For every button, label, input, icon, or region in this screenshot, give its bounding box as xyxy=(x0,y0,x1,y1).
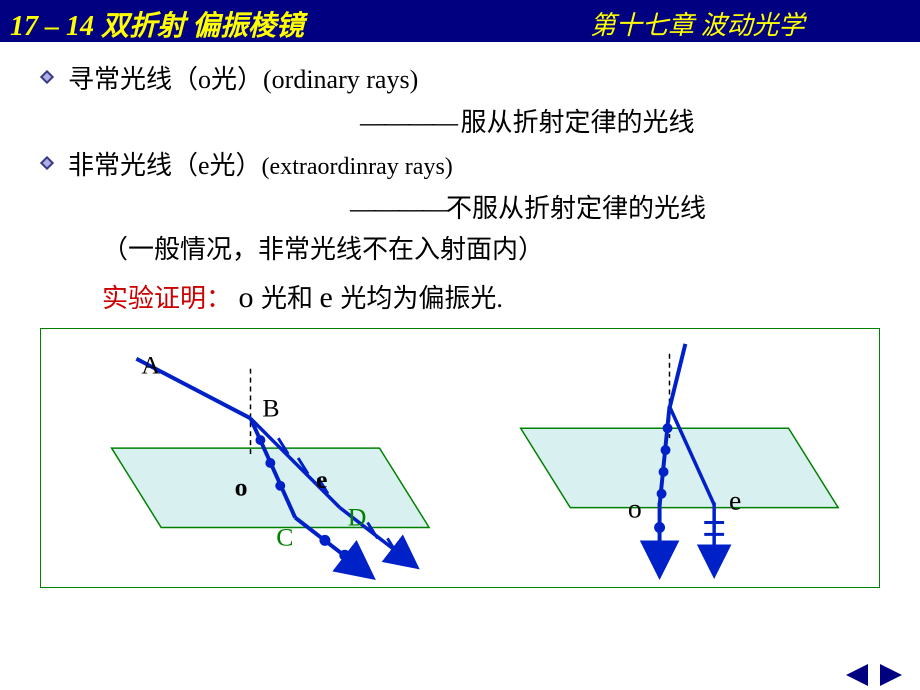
bullet-extraordinary: 非常光线（e光）(extraordinray rays) xyxy=(40,146,890,185)
crystal-shape-right xyxy=(521,428,839,507)
label-C: C xyxy=(276,522,293,551)
diamond-bullet-icon xyxy=(40,70,54,84)
header-right-chapter: 第十七章 波动光学 xyxy=(580,0,920,42)
label-e-right: e xyxy=(729,486,741,517)
extraordinary-cn: 非常光线（e光） xyxy=(68,151,262,180)
proof-t2: 光和 xyxy=(261,284,313,313)
o-dot-r xyxy=(659,467,669,477)
bullet-ordinary: 寻常光线（o光）(ordinary rays) xyxy=(40,60,890,99)
label-o-left: o xyxy=(235,473,248,502)
o-dot-r xyxy=(661,445,671,455)
extraordinary-en: (extraordinray rays) xyxy=(262,154,453,180)
o-dot xyxy=(319,535,330,546)
dash-1: ———— xyxy=(360,108,461,137)
nav-bar xyxy=(842,664,906,686)
slide-content: 寻常光线（o光）(ordinary rays) ———— 服从折射定律的光线 非… xyxy=(0,42,920,320)
proof-o: o xyxy=(239,281,262,314)
label-A: A xyxy=(141,351,160,380)
diamond-bullet-icon xyxy=(40,156,54,170)
ordinary-en: (ordinary rays) xyxy=(263,65,418,94)
o-dot xyxy=(265,458,275,468)
o-dot xyxy=(275,481,285,491)
label-B: B xyxy=(262,393,279,422)
bullet-ordinary-text: 寻常光线（o光）(ordinary rays) xyxy=(68,60,418,99)
header-left-title: 17 – 14 双折射 偏振棱镜 xyxy=(0,0,580,42)
nav-prev-button[interactable] xyxy=(842,664,868,686)
label-o-right: o xyxy=(628,494,642,525)
diagram-container: A B o e C D xyxy=(40,328,880,588)
dash-2: ———— xyxy=(350,194,446,223)
diagram-left: A B o e C D xyxy=(41,329,460,587)
o-dot xyxy=(255,435,265,445)
obeys-line: ———— 服从折射定律的光线 xyxy=(40,103,890,142)
diagram-right: o e xyxy=(460,329,879,587)
incident-ray-right xyxy=(670,344,686,409)
notobeys-line: ————不服从折射定律的光线 xyxy=(40,189,890,228)
diagram-left-svg: A B o e C D xyxy=(41,329,460,587)
ordinary-cn: 寻常光线（o光） xyxy=(68,65,263,94)
notobeys-text: 不服从折射定律的光线 xyxy=(446,194,706,223)
o-dot-r xyxy=(663,423,673,433)
o-dot-r xyxy=(657,489,667,499)
o-dot-r xyxy=(654,544,665,555)
nav-next-button[interactable] xyxy=(880,664,906,686)
proof-e: e xyxy=(320,281,341,314)
label-e-left: e xyxy=(316,465,327,494)
proof-label: 实验证明： xyxy=(102,284,232,313)
o-dot-r xyxy=(654,522,665,533)
proof-line: 实验证明： o 光和 e 光均为偏振光. xyxy=(40,275,890,320)
proof-t4: 光均为偏振光. xyxy=(340,284,503,313)
label-D: D xyxy=(348,502,367,531)
diagram-right-svg: o e xyxy=(460,329,879,587)
obeys-text: 服从折射定律的光线 xyxy=(461,108,695,137)
o-dot xyxy=(339,550,350,561)
bullet-extraordinary-text: 非常光线（e光）(extraordinray rays) xyxy=(68,146,453,185)
slide-header: 17 – 14 双折射 偏振棱镜 第十七章 波动光学 xyxy=(0,0,920,42)
note-line: （一般情况，非常光线不在入射面内） xyxy=(40,230,890,269)
